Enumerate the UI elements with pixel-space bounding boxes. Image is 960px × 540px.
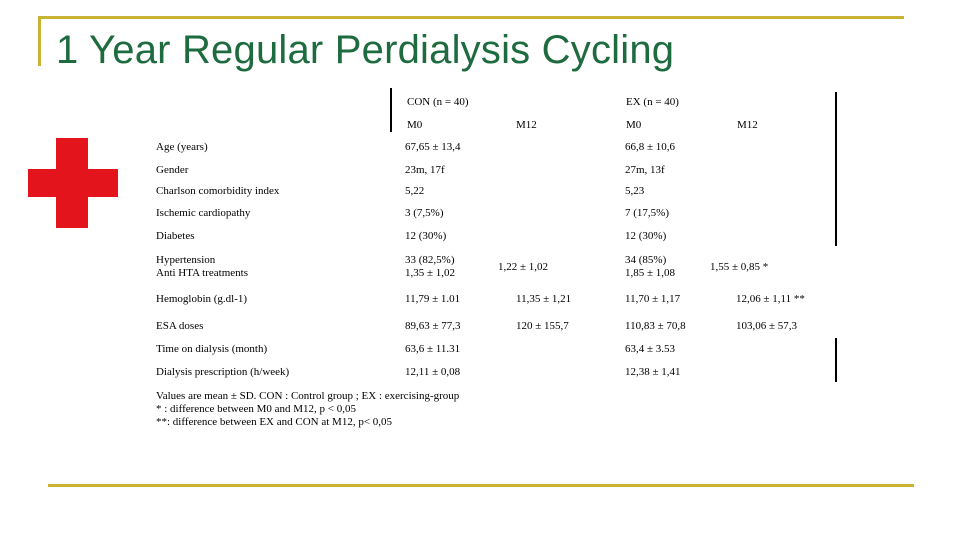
row-label: Age (years) (156, 141, 208, 153)
row-label: Diabetes (156, 230, 195, 242)
row-label: Time on dialysis (month) (156, 343, 268, 355)
cell-ex-m0: 27m, 13f (625, 164, 665, 176)
red-cross-icon (28, 138, 118, 228)
header-ex: EX (n = 40) (626, 96, 679, 108)
cell-ex-m0: 34 (85%) (625, 254, 667, 266)
cell-con-m0: 12,11 ± 0,08 (405, 366, 461, 378)
cell-con-m0: 23m, 17f (405, 164, 445, 176)
cell-ex-m0: 110,83 ± 70,8 (625, 320, 686, 332)
cell-con-m0: 1,35 ± 1,02 (405, 267, 456, 279)
footnote-line: * : difference between M0 and M12, p < 0… (156, 403, 356, 415)
cell-ex-m0: 12 (30%) (625, 230, 667, 242)
cell-ex-m0: 66,8 ± 10,6 (625, 141, 676, 153)
cell-ex-m0: 12,38 ± 1,41 (625, 366, 681, 378)
cell-ex-m0: 5,23 (625, 185, 645, 197)
cell-con-m12: 1,22 ± 1,02 (498, 261, 549, 273)
row-label: Charlson comorbidity index (156, 185, 280, 197)
row-label: ESA doses (156, 320, 204, 332)
cell-con-m0: 67,65 ± 13,4 (405, 141, 461, 153)
cell-con-m0: 63,6 ± 11.31 (405, 343, 461, 355)
slide-title: 1 Year Regular Perdialysis Cycling (56, 28, 675, 72)
table-border (835, 92, 837, 246)
footnote-line: **: difference between EX and CON at M12… (156, 416, 393, 428)
cell-con-m0: 3 (7,5%) (405, 207, 444, 219)
top-rule (38, 16, 904, 19)
cell-con-m12: 11,35 ± 1,21 (516, 293, 572, 305)
row-label: Anti HTA treatments (156, 267, 248, 279)
cell-ex-m0: 63,4 ± 3.53 (625, 343, 676, 355)
cell-ex-m0: 11,70 ± 1,17 (625, 293, 681, 305)
cell-con-m0: 12 (30%) (405, 230, 447, 242)
table-border (835, 338, 837, 382)
row-label: Hypertension (156, 254, 216, 266)
table-border (390, 88, 392, 132)
header-ex-m12: M12 (737, 119, 758, 131)
cell-ex-m12: 1,55 ± 0,85 * (710, 261, 769, 273)
bottom-rule (48, 484, 914, 487)
row-label: Dialysis prescription (h/week) (156, 366, 290, 378)
cell-ex-m0: 1,85 ± 1,08 (625, 267, 676, 279)
header-con: CON (n = 40) (407, 96, 469, 108)
row-label: Gender (156, 164, 189, 176)
header-ex-m0: M0 (626, 119, 642, 131)
header-con-m0: M0 (407, 119, 423, 131)
cell-con-m0: 5,22 (405, 185, 425, 197)
footnotes: Values are mean ± SD. CON : Control grou… (156, 390, 459, 429)
cell-ex-m0: 7 (17,5%) (625, 207, 669, 219)
header-con-m12: M12 (516, 119, 537, 131)
cell-con-m0: 89,63 ± 77,3 (405, 320, 461, 332)
cell-con-m0: 11,79 ± 1.01 (405, 293, 461, 305)
cell-con-m0: 33 (82,5%) (405, 254, 455, 266)
row-label: Hemoglobin (g.dl-1) (156, 293, 248, 305)
footnote-line: Values are mean ± SD. CON : Control grou… (156, 390, 460, 402)
row-label: Ischemic cardiopathy (156, 207, 251, 219)
cell-con-m12: 120 ± 155,7 (516, 320, 569, 332)
cell-ex-m12: 103,06 ± 57,3 (736, 320, 798, 332)
cell-ex-m12: 12,06 ± 1,11 ** (736, 293, 805, 305)
left-rule (38, 16, 41, 66)
